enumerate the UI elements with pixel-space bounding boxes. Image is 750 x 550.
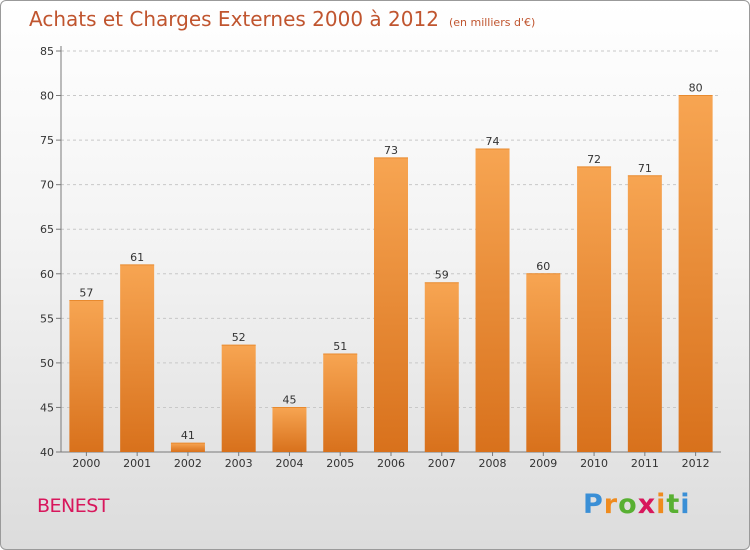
data-label: 60 [536,260,550,273]
bars [69,95,713,453]
logo-letter: i [656,489,667,520]
logo-letter: i [680,489,691,520]
x-tick-label: 2000 [72,457,100,470]
bar [475,149,510,452]
x-tick-label: 2001 [123,457,151,470]
y-tick-label: 80 [40,90,54,103]
logo-letter: t [666,489,681,520]
proxiti-logo[interactable]: Proxiti [583,489,691,520]
data-label: 80 [689,82,703,95]
data-label: 73 [384,144,398,157]
x-tick-label: 2009 [529,457,557,470]
data-labels: 57 61 41 52 45 51 73 59 74 60 72 71 80 [79,82,702,443]
bar [69,300,104,452]
data-label: 51 [333,340,347,353]
chart-title: Achats et Charges Externes 2000 à 2012 (e… [29,7,535,31]
logo-letter: o [618,489,638,520]
y-tick-label: 50 [40,357,54,370]
y-tick-label: 60 [40,268,54,281]
commune-name: BENEST [37,495,109,517]
y-tick-label: 70 [40,179,54,192]
x-tick-label: 2012 [682,457,710,470]
logo-letter: r [603,489,619,520]
bar [678,95,713,453]
data-label: 57 [79,287,93,300]
bar [221,345,256,452]
x-tick-label: 2005 [326,457,354,470]
x-tick-label: 2008 [479,457,507,470]
data-label: 52 [232,331,246,344]
x-tick-label: 2004 [275,457,303,470]
y-tick-label: 40 [40,446,54,459]
bar [374,157,408,452]
data-label: 74 [486,135,500,148]
x-tick-label: 2002 [174,457,202,470]
y-tick-label: 75 [40,134,54,147]
y-tick-label: 45 [40,401,54,414]
data-label: 59 [435,269,449,282]
data-label: 61 [130,251,144,264]
x-tick-label: 2010 [580,457,608,470]
bar [170,443,205,452]
y-tick-label: 55 [40,312,54,325]
logo-letter: P [583,489,604,520]
x-tick-label: 2007 [428,457,456,470]
logo-letter: x [637,489,657,520]
data-label: 41 [181,429,195,442]
data-label: 72 [587,153,601,166]
bar [323,353,358,452]
chart-title-text: Achats et Charges Externes 2000 à 2012 [29,7,439,31]
bar [272,407,307,452]
bar [424,282,459,452]
chart-unit-note: (en milliers d'€) [448,16,536,29]
bar [577,166,612,452]
bar [526,273,561,452]
data-label: 45 [282,393,296,406]
data-label: 71 [638,162,652,175]
x-tick-label: 2003 [225,457,253,470]
bar [627,175,662,452]
x-tick-label: 2006 [377,457,405,470]
y-tick-label: 85 [40,45,54,58]
bar [120,264,155,452]
y-tick-label: 65 [40,223,54,236]
x-tick-label: 2011 [631,457,659,470]
